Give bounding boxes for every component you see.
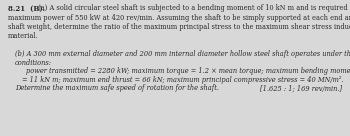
Text: Determine the maximum safe speed of rotation for the shaft.: Determine the maximum safe speed of rota… (15, 84, 219, 92)
Text: shaft weight, determine the ratio of the maximum principal stress to the maximum: shaft weight, determine the ratio of the… (8, 23, 350, 31)
Text: (b) A 300 mm external diameter and 200 mm internal diameter hollow steel shaft o: (b) A 300 mm external diameter and 200 m… (15, 50, 350, 58)
Text: (a) A solid circular steel shaft is subjected to a bending moment of 10 kN m and: (a) A solid circular steel shaft is subj… (36, 4, 350, 13)
Text: power transmitted = 2280 kW; maximum torque = 1.2 × mean torque; maximum bending: power transmitted = 2280 kW; maximum tor… (26, 67, 350, 75)
Text: material.: material. (8, 32, 38, 40)
Text: = 11 kN m; maximum end thrust = 66 kN; maximum principal compressive stress = 40: = 11 kN m; maximum end thrust = 66 kN; m… (22, 76, 344, 84)
Text: conditions:: conditions: (15, 59, 52, 67)
Text: 8.21  (B).: 8.21 (B). (8, 4, 45, 13)
Text: [1.625 : 1; 169 rev/min.]: [1.625 : 1; 169 rev/min.] (260, 84, 342, 92)
Text: maximum power of 550 kW at 420 rev/min. Assuming the shaft to be simply supporte: maximum power of 550 kW at 420 rev/min. … (8, 14, 350, 22)
